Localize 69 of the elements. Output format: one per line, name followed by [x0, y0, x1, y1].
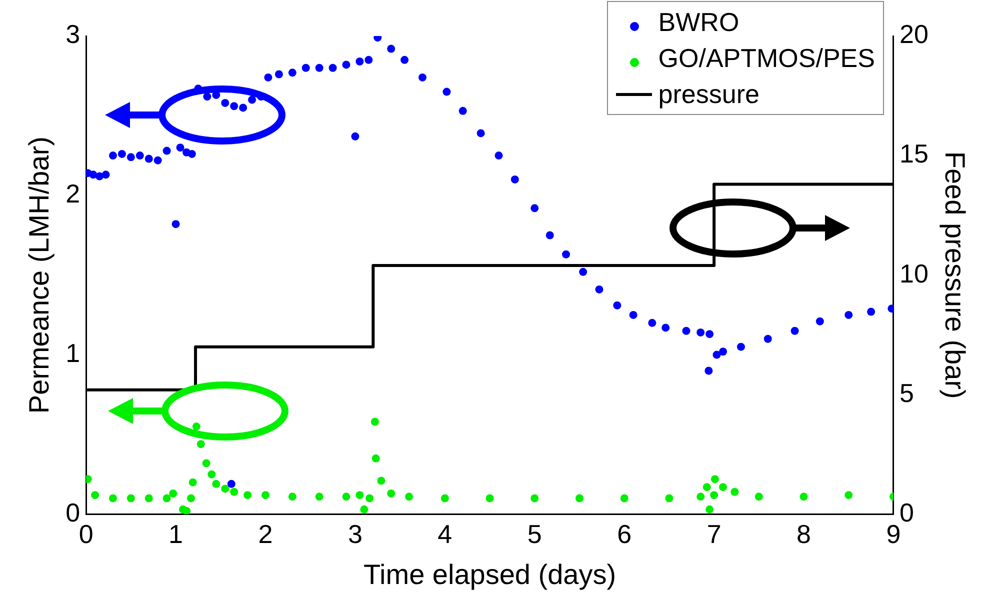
y2-tick-label: 10	[899, 258, 928, 288]
point	[575, 494, 584, 502]
point	[665, 494, 674, 502]
y2-axis-title: Feed pressure (bar)	[939, 151, 970, 399]
x-tick-label: 4	[438, 518, 452, 549]
point	[486, 494, 494, 502]
point	[91, 491, 100, 500]
y-tick-label: 3	[66, 19, 80, 50]
point	[212, 480, 220, 488]
point	[187, 494, 196, 502]
point	[440, 494, 449, 502]
point	[288, 492, 296, 501]
point	[370, 418, 379, 426]
point	[182, 507, 191, 514]
legend-label: BWRO	[658, 6, 740, 39]
point	[221, 484, 230, 493]
point	[800, 492, 808, 501]
point	[192, 422, 200, 431]
point	[188, 478, 197, 486]
point	[162, 494, 171, 502]
point	[356, 491, 364, 500]
point	[196, 440, 205, 448]
y2-tick-label: 15	[899, 138, 928, 169]
point	[620, 494, 628, 502]
x-tick-label: 8	[796, 518, 811, 549]
x-tick-label: 7	[706, 518, 722, 549]
y-axis-title: Permeance (LMH/bar)	[24, 136, 55, 414]
point	[208, 470, 216, 478]
point	[706, 505, 714, 514]
x-tick-label: 9	[886, 518, 901, 549]
x-tick-label: 1	[168, 518, 184, 549]
point	[710, 491, 718, 500]
point	[530, 494, 539, 502]
point	[844, 491, 853, 500]
legend-label: GO/APTMOS/PES	[658, 42, 875, 75]
point	[719, 483, 728, 492]
y-tick-label: 2	[66, 178, 80, 209]
y-tick-label: 1	[66, 338, 80, 368]
point	[387, 489, 396, 498]
point	[108, 494, 117, 502]
x-tick-label: 2	[258, 518, 273, 549]
point	[230, 488, 238, 496]
y2-tick-label: 20	[899, 19, 928, 50]
point	[261, 491, 270, 500]
point	[169, 489, 178, 498]
x-tick-label: 5	[527, 518, 542, 549]
point	[144, 494, 153, 502]
point	[372, 454, 380, 462]
point	[710, 475, 719, 484]
x-tick-label: 3	[348, 518, 362, 549]
legend-label: pressure	[658, 78, 760, 111]
point	[405, 492, 414, 501]
point	[126, 494, 135, 502]
point	[244, 491, 252, 500]
y2-tick-label: 5	[899, 378, 914, 408]
point	[315, 492, 324, 501]
point	[202, 459, 210, 468]
point	[730, 488, 739, 496]
point	[377, 476, 386, 485]
point	[754, 492, 763, 501]
point	[702, 483, 711, 492]
point	[366, 494, 374, 502]
point	[696, 492, 705, 501]
y2-tick-label: 0	[899, 497, 914, 528]
x-axis-title: Time elapsed (days)	[363, 558, 616, 590]
y-tick-label: 0	[66, 497, 80, 528]
x-tick-label: 6	[617, 518, 632, 549]
point	[360, 505, 368, 514]
point	[342, 492, 350, 501]
